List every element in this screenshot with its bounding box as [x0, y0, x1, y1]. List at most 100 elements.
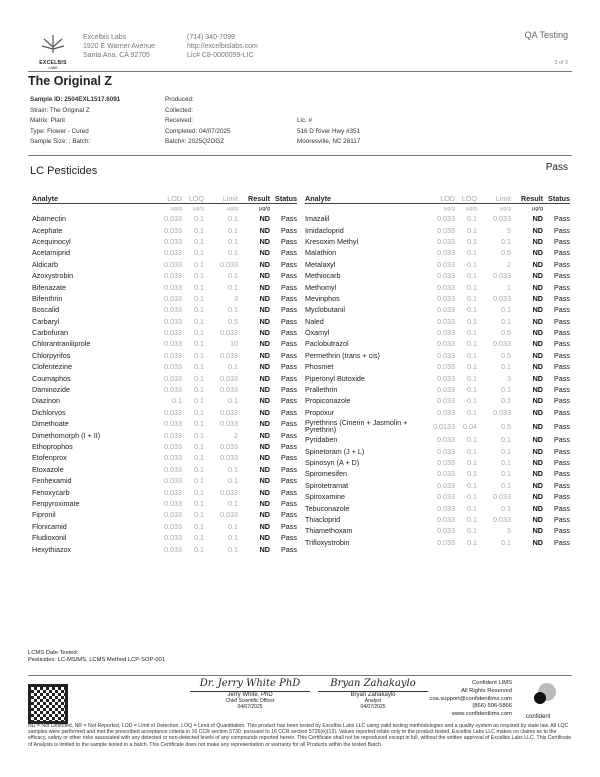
cell-limit: 0.1: [228, 225, 238, 235]
cell-result: ND: [259, 544, 270, 554]
cell-loq: 0.1: [194, 419, 204, 429]
cell-limit: 10: [230, 339, 238, 349]
cell-result: ND: [532, 458, 543, 467]
cell-status: Pass: [281, 293, 297, 303]
cell-lod: 0.033: [164, 385, 182, 395]
cell-analyte: Tebuconazole: [305, 503, 350, 513]
cell-result: ND: [532, 225, 543, 235]
table-row: Malathion 0.033 0.1 0.5 ND Pass: [305, 247, 570, 258]
cell-status: Pass: [554, 305, 570, 315]
cell-loq: 0.1: [467, 236, 477, 246]
table-row: Pyrethrins (Cinerin + Jasmolin + Pyrethr…: [305, 418, 570, 434]
cell-lod: 0.033: [437, 458, 455, 467]
cell-lod: 0.033: [437, 514, 455, 524]
cell-status: Pass: [281, 453, 297, 463]
cell-loq: 0.1: [194, 236, 204, 246]
qr-code[interactable]: [28, 684, 68, 724]
cell-analyte: Thiacloprid: [305, 514, 341, 524]
cell-result: ND: [532, 328, 543, 338]
cell-result: ND: [259, 316, 270, 326]
unit-label: µg/g: [227, 205, 238, 212]
cell-loq: 0.1: [467, 526, 477, 536]
unit-label: µg/g: [532, 205, 543, 212]
cell-result: ND: [532, 480, 543, 490]
lab-address: Excelbis Labs 1920 E Warner Avenue Santa…: [83, 34, 155, 59]
lab-website-link[interactable]: http://excelbislabs.com: [187, 43, 258, 50]
cell-status: Pass: [554, 435, 570, 445]
cell-analyte: Carbaryl: [32, 316, 60, 326]
cell-lod: 0.033: [164, 419, 182, 429]
cell-status: Pass: [281, 259, 297, 269]
cell-result: ND: [532, 350, 543, 360]
table-row: Methomyl 0.033 0.1 1 ND Pass: [305, 281, 570, 292]
cell-loq: 0.1: [467, 316, 477, 326]
cell-lod: 0.033: [164, 533, 182, 543]
cell-result: ND: [259, 350, 270, 360]
table-row: Azoxystrobin 0.033 0.1 0.1 ND Pass: [32, 270, 297, 281]
cell-result: ND: [259, 407, 270, 417]
cell-result: ND: [532, 293, 543, 303]
table-row: Phosmet 0.033 0.1 0.1 ND Pass: [305, 361, 570, 372]
cell-analyte: Methiocarb: [305, 271, 341, 281]
cell-status: Pass: [554, 214, 570, 224]
cell-analyte: Chlorpyrifos: [32, 350, 71, 360]
cell-lod: 0.033: [437, 248, 455, 258]
cell-limit: 0.5: [501, 350, 511, 360]
table-row: Etofenprox 0.033 0.1 0.033 ND Pass: [32, 452, 297, 463]
column-header-result: Result: [248, 194, 270, 203]
cell-result: ND: [532, 537, 543, 547]
column-header-limit: Limit: [222, 194, 238, 203]
cell-analyte: Diazinon: [32, 396, 60, 406]
lab-name: Excelbis Labs: [83, 34, 127, 41]
cell-limit: 0.1: [228, 498, 238, 508]
cell-limit: 0.033: [220, 453, 238, 463]
cell-result: ND: [532, 259, 543, 269]
cell-analyte: Naled: [305, 316, 324, 326]
cell-status: Pass: [554, 407, 570, 417]
cell-lod: 0.033: [437, 350, 455, 360]
cell-limit: 0.1: [228, 282, 238, 292]
cell-lod: 0.033: [437, 339, 455, 349]
cell-result: ND: [259, 498, 270, 508]
cell-analyte: Acetamiprid: [32, 248, 70, 258]
cell-limit: 0.5: [228, 316, 238, 326]
cell-result: ND: [259, 487, 270, 497]
cell-analyte: Malathion: [305, 248, 337, 258]
cell-lod: 0.033: [164, 214, 182, 224]
cell-limit: 0.1: [501, 236, 511, 246]
cell-loq: 0.1: [467, 396, 477, 406]
cell-analyte: Bifenazate: [32, 282, 66, 292]
table-row: Diazinon 0.1 0.1 0.1 ND Pass: [32, 395, 297, 406]
cell-limit: 2: [507, 259, 511, 269]
cell-loq: 0.1: [194, 385, 204, 395]
cell-result: ND: [532, 362, 543, 372]
table-row: Kresoxim Methyl 0.033 0.1 0.1 ND Pass: [305, 236, 570, 247]
cell-loq: 0.1: [194, 293, 204, 303]
cell-limit: 3: [234, 293, 238, 303]
cell-loq: 0.1: [467, 458, 477, 467]
cell-result: ND: [532, 305, 543, 315]
table-row: Myclobutanil 0.033 0.1 0.1 ND Pass: [305, 304, 570, 315]
cell-analyte: Dichlorvos: [32, 407, 66, 417]
cell-limit: 0.1: [228, 236, 238, 246]
table-row: Metalaxyl 0.033 0.1 2 ND Pass: [305, 259, 570, 270]
cell-status: Pass: [554, 293, 570, 303]
sample-dates: Produced: Collected: Received: Completed…: [165, 96, 231, 146]
cell-loq: 0.1: [194, 498, 204, 508]
cell-lod: 0.0133: [433, 421, 455, 431]
table-row: Chlorpyrifos 0.033 0.1 0.033 ND Pass: [32, 350, 297, 361]
cell-lod: 0.033: [437, 469, 455, 479]
cell-analyte: Spiromesifen: [305, 469, 347, 479]
lims-website-link[interactable]: www.confidentlims.com: [451, 711, 512, 718]
cell-analyte: Azoxystrobin: [32, 271, 74, 281]
cell-limit: 0.033: [220, 442, 238, 451]
cell-lod: 0.033: [437, 271, 455, 281]
cell-loq: 0.1: [194, 350, 204, 360]
cell-loq: 0.1: [467, 362, 477, 372]
cell-lod: 0.033: [164, 362, 182, 372]
cell-analyte: Trifloxystrobin: [305, 537, 350, 547]
lims-email-link[interactable]: coa.support@confidentlims.com: [429, 695, 512, 702]
cell-result: ND: [532, 435, 543, 445]
disclaimer: ND = Not Detected, NR = Not Reported, LO…: [28, 723, 572, 748]
table-row: Daminozide 0.033 0.1 0.033 ND Pass: [32, 384, 297, 395]
